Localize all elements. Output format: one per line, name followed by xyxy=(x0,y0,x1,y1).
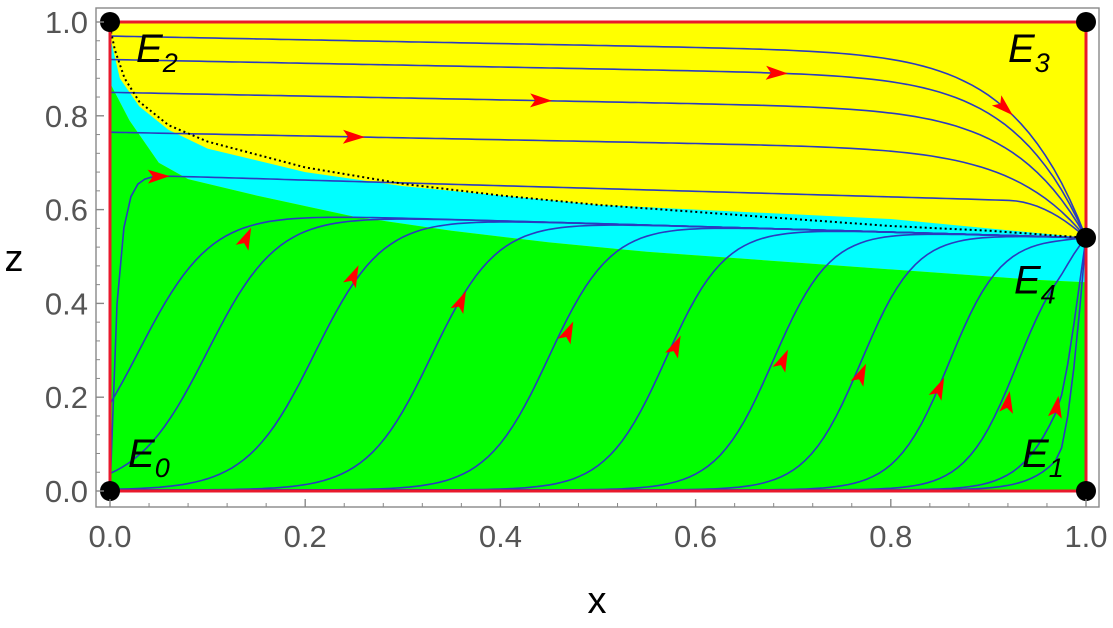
equilibrium-label-subscript: 0 xyxy=(155,453,170,483)
equilibrium-label-subscript: 2 xyxy=(162,48,178,78)
axes-frame xyxy=(95,7,1100,508)
y-tick-label: 0.0 xyxy=(45,474,88,509)
direction-arrow xyxy=(991,95,1013,116)
equilibrium-label-subscript: 3 xyxy=(1035,48,1050,78)
direction-arrow xyxy=(772,349,788,373)
equilibrium-label-subscript: 1 xyxy=(1049,453,1064,483)
direction-arrow xyxy=(450,291,466,315)
x-axis-label: x xyxy=(588,580,607,622)
y-tick-label: 0.6 xyxy=(45,193,88,228)
y-tick-label: 0.2 xyxy=(45,380,88,415)
separatrix-line xyxy=(109,26,1087,239)
y-tick-label: 1.0 xyxy=(45,5,88,40)
equilibrium-label-E4: E4 xyxy=(1014,259,1056,310)
direction-arrow xyxy=(342,129,365,144)
x-tick-label: 0.6 xyxy=(674,519,717,554)
direction-arrow xyxy=(147,169,170,184)
trajectory-line xyxy=(109,91,1087,239)
direction-arrow xyxy=(235,227,252,251)
direction-arrow xyxy=(343,265,359,289)
direction-arrow xyxy=(529,93,553,108)
x-tick-label: 0.2 xyxy=(284,519,327,554)
boundary-frame xyxy=(108,20,1088,493)
trajectory-line xyxy=(109,131,1087,239)
direction-arrow xyxy=(765,65,788,80)
x-tick-label: 1.0 xyxy=(1064,519,1107,554)
arrows xyxy=(147,65,1062,419)
direction-arrow xyxy=(928,377,945,401)
equilibrium-point-E0 xyxy=(100,481,120,501)
direction-arrow xyxy=(557,321,574,345)
x-tick-label: 0.8 xyxy=(869,519,912,554)
x-tick-label: 0.4 xyxy=(479,519,522,554)
trajectory-line xyxy=(109,58,1087,239)
trajectory-line xyxy=(109,175,1087,492)
y-tick-label: 0.4 xyxy=(45,286,88,321)
equilibrium-point-E1 xyxy=(1076,481,1096,501)
equilibrium-label-subscript: 4 xyxy=(1041,280,1056,310)
equilibrium-point-E4 xyxy=(1076,227,1096,248)
middle-region xyxy=(110,22,1086,283)
y-axis-label: z xyxy=(5,238,24,280)
direction-arrow xyxy=(665,335,681,359)
trajectory-line xyxy=(109,35,1087,238)
x-tick-label: 0.0 xyxy=(88,519,131,554)
direction-arrow xyxy=(999,391,1013,414)
direction-arrow xyxy=(850,363,867,387)
equilibrium-point-E2 xyxy=(100,12,120,32)
lower-region xyxy=(110,83,1086,491)
equilibrium-label-E2: E2 xyxy=(136,27,178,78)
direction-arrow xyxy=(1047,395,1062,419)
equilibrium-label-E3: E3 xyxy=(1008,27,1050,78)
equilibrium-point-E3 xyxy=(1076,12,1096,32)
y-tick-label: 0.8 xyxy=(45,99,88,134)
axes: 0.0 0.2 0.4 0.6 0.8 1.0 0.0 0.2 0.4 0.6 0.8 1.0 xyxy=(45,5,1108,554)
